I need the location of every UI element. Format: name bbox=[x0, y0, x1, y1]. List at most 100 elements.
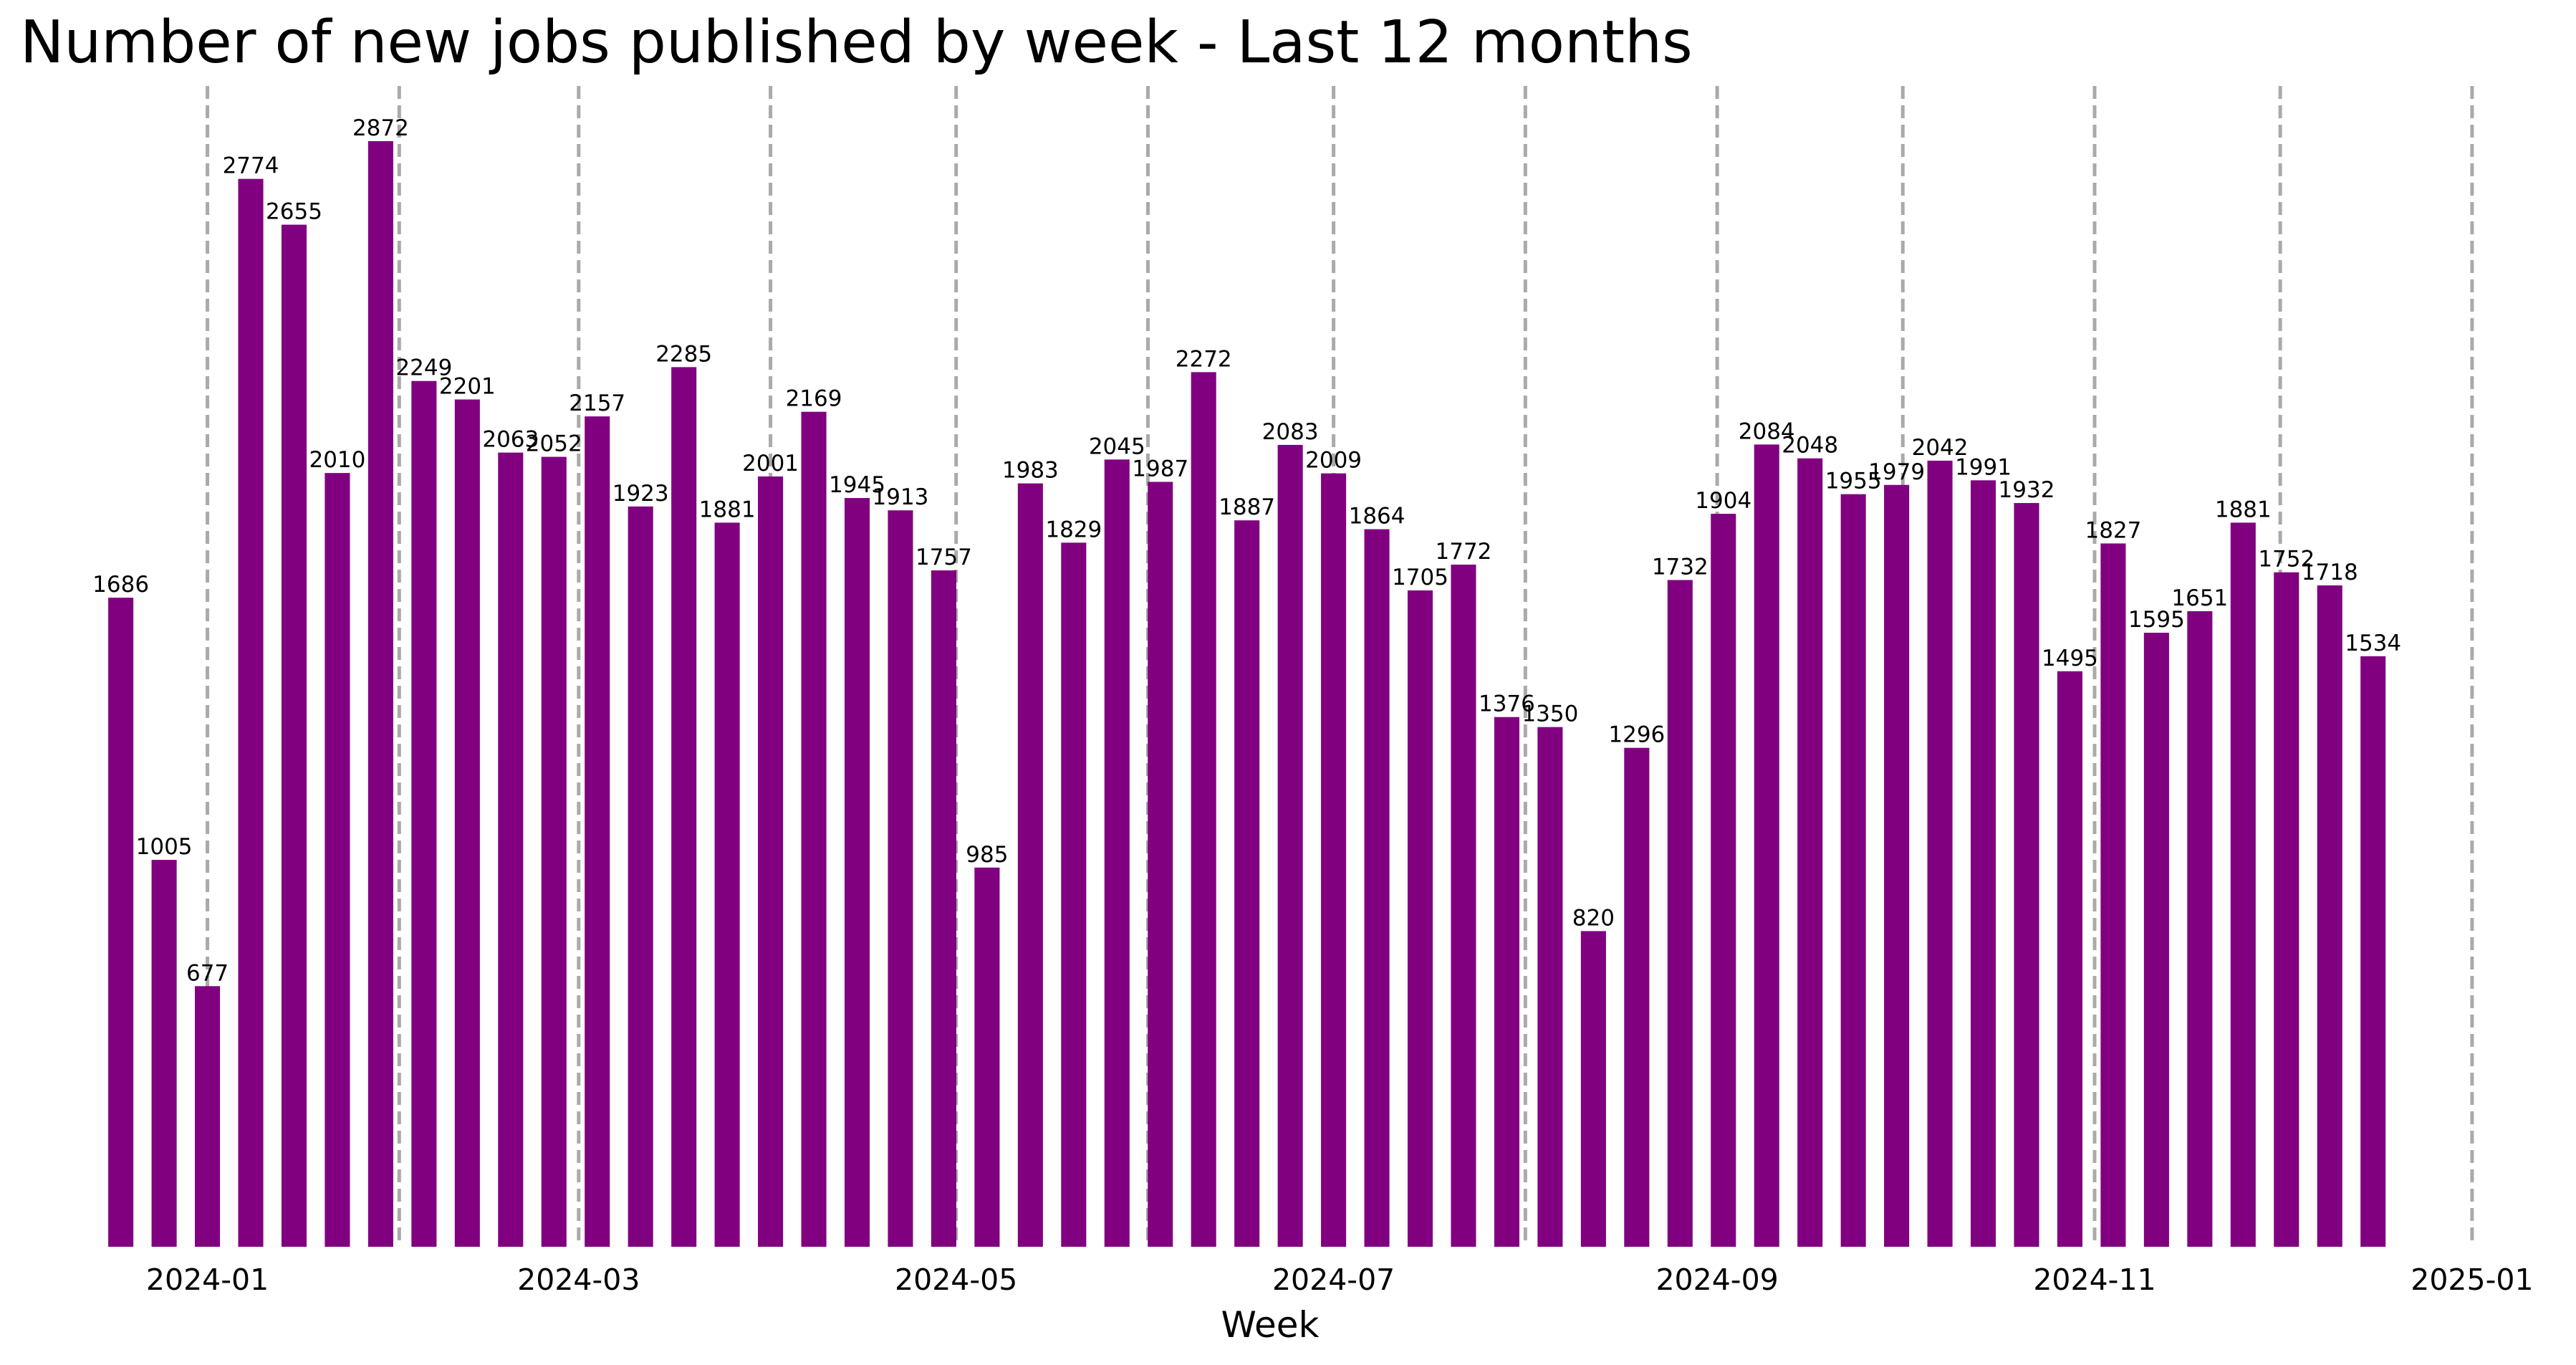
bar bbox=[1234, 520, 1260, 1247]
bar bbox=[151, 860, 177, 1247]
bar bbox=[1104, 459, 1130, 1247]
bar-value-label: 1932 bbox=[1999, 477, 2055, 503]
bar bbox=[1277, 444, 1303, 1247]
bar bbox=[931, 570, 956, 1247]
bar-value-label: 1651 bbox=[2171, 585, 2228, 611]
bar-value-label: 1913 bbox=[873, 484, 929, 510]
bar bbox=[1580, 931, 1606, 1247]
bar-value-label: 2285 bbox=[655, 341, 712, 367]
bar-value-label: 1887 bbox=[1219, 494, 1275, 520]
bar bbox=[1537, 727, 1563, 1247]
bar-value-label: 2083 bbox=[1262, 419, 1319, 445]
bar-value-label: 2045 bbox=[1089, 434, 1145, 459]
bar bbox=[1754, 444, 1779, 1247]
bar-value-label: 1005 bbox=[136, 834, 193, 860]
bar bbox=[2057, 671, 2082, 1247]
bar bbox=[1494, 717, 1519, 1247]
bar bbox=[108, 598, 134, 1247]
bar bbox=[2187, 610, 2213, 1247]
bar bbox=[281, 224, 307, 1247]
bar bbox=[498, 452, 524, 1247]
bar-value-label: 2157 bbox=[569, 391, 625, 416]
bar-labels: 1686100567727742655201028722249220120632… bbox=[92, 115, 2401, 986]
bar-value-label: 1827 bbox=[2085, 517, 2141, 543]
x-axis-label: Week bbox=[1221, 1304, 1320, 1346]
bar bbox=[758, 476, 784, 1247]
bar-value-label: 1752 bbox=[2258, 547, 2315, 573]
bar bbox=[1321, 473, 1347, 1247]
bar-value-label: 677 bbox=[186, 960, 229, 986]
bar-value-label: 1732 bbox=[1652, 554, 1708, 580]
bar-value-label: 1534 bbox=[2345, 631, 2401, 656]
bar bbox=[1451, 564, 1476, 1247]
bar bbox=[1017, 483, 1043, 1247]
bar bbox=[1148, 482, 1173, 1247]
bar bbox=[454, 399, 480, 1247]
x-tick-label: 2025-01 bbox=[2411, 1263, 2533, 1297]
bar bbox=[2014, 503, 2039, 1247]
bar bbox=[801, 411, 827, 1247]
bar bbox=[325, 473, 350, 1247]
bar bbox=[671, 367, 697, 1247]
bar-value-label: 2169 bbox=[786, 386, 842, 412]
bar-value-label: 2872 bbox=[352, 115, 409, 141]
chart-title: Number of new jobs published by week - L… bbox=[20, 9, 1693, 77]
x-tick-label: 2024-03 bbox=[517, 1263, 640, 1297]
x-tick-label: 2024-01 bbox=[146, 1263, 269, 1297]
bar-value-label: 1983 bbox=[1002, 458, 1059, 484]
bar-value-label: 1881 bbox=[699, 497, 756, 522]
bar bbox=[844, 498, 870, 1247]
bar bbox=[411, 380, 437, 1247]
bar-value-label: 1705 bbox=[1392, 565, 1448, 590]
bar bbox=[1191, 372, 1216, 1247]
bar bbox=[1797, 458, 1823, 1247]
bar bbox=[541, 456, 567, 1247]
bar bbox=[1407, 590, 1433, 1247]
bar-value-label: 2201 bbox=[439, 373, 496, 399]
bar-value-label: 1923 bbox=[612, 481, 669, 507]
bar-value-label: 2655 bbox=[266, 199, 322, 225]
bar bbox=[1971, 480, 1996, 1247]
bar bbox=[1711, 514, 1736, 1247]
bar-value-label: 2249 bbox=[395, 355, 452, 381]
bar-value-label: 1955 bbox=[1825, 469, 1882, 494]
bar bbox=[1927, 460, 1953, 1247]
bar-value-label: 2774 bbox=[223, 153, 279, 179]
bar-value-label: 1904 bbox=[1695, 488, 1751, 514]
bar-value-label: 2063 bbox=[482, 427, 539, 453]
bar bbox=[1364, 529, 1390, 1247]
bar-value-label: 2010 bbox=[309, 447, 365, 473]
bar-value-label: 2084 bbox=[1739, 418, 1795, 444]
bar bbox=[2100, 543, 2126, 1247]
bar bbox=[974, 867, 1000, 1247]
bar-value-label: 1686 bbox=[92, 572, 149, 598]
bar bbox=[1884, 484, 1910, 1247]
bar-value-label: 985 bbox=[966, 842, 1008, 868]
bar-value-label: 1595 bbox=[2128, 607, 2185, 633]
bar bbox=[367, 141, 393, 1247]
bar-value-label: 1350 bbox=[1522, 701, 1578, 727]
bar-value-label: 820 bbox=[1572, 905, 1615, 931]
bar-value-label: 1945 bbox=[829, 472, 885, 498]
bar-value-label: 1495 bbox=[2042, 646, 2098, 671]
bar-value-label: 2048 bbox=[1782, 433, 1838, 459]
bar-value-label: 1987 bbox=[1132, 456, 1188, 482]
bar bbox=[585, 416, 610, 1247]
bar-value-label: 1772 bbox=[1436, 539, 1492, 565]
bar bbox=[1667, 580, 1693, 1247]
bar bbox=[714, 522, 740, 1247]
x-axis-ticks: 2024-01 2024-03 2024-05 2024-07 2024-09 2024-… bbox=[146, 1263, 2534, 1297]
x-tick-label: 2024-05 bbox=[895, 1263, 1017, 1297]
bar bbox=[2360, 656, 2386, 1247]
bar-value-label: 2052 bbox=[526, 431, 582, 457]
bar bbox=[1840, 494, 1866, 1247]
bar bbox=[2274, 572, 2299, 1247]
x-tick-label: 2024-07 bbox=[1272, 1263, 1395, 1297]
bars bbox=[108, 141, 2386, 1247]
bar bbox=[2143, 633, 2169, 1247]
bar-value-label: 1718 bbox=[2302, 560, 2358, 585]
bar-value-label: 1376 bbox=[1479, 691, 1535, 717]
bar-value-label: 1296 bbox=[1608, 722, 1665, 748]
bar bbox=[2317, 585, 2342, 1247]
